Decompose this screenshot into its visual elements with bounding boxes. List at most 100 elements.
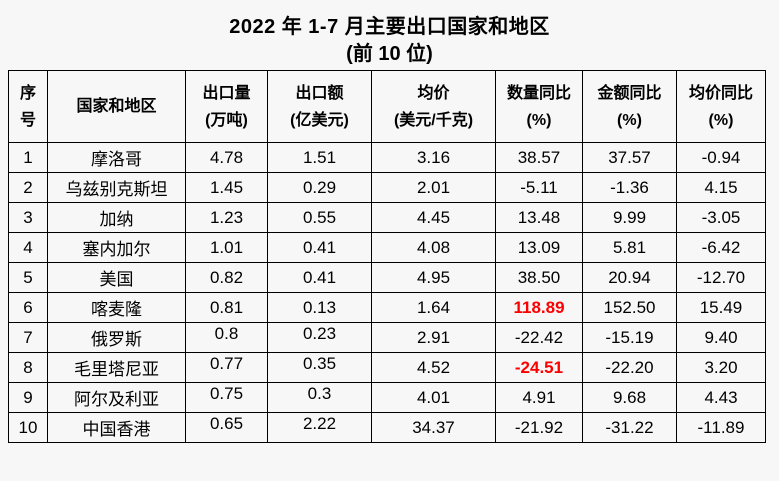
cell-export_qty: 0.82	[185, 262, 268, 293]
cell-country: 摩洛哥	[47, 142, 186, 173]
cell-rank: 5	[8, 262, 48, 293]
cell-price_yoy: 4.43	[676, 382, 766, 413]
cell-qty_yoy: -5.11	[495, 172, 583, 203]
cell-avg_price: 2.91	[371, 322, 496, 353]
cell-export_value: 0.41	[267, 262, 372, 293]
cell-export_qty: 1.01	[185, 232, 268, 263]
table-row: 9 阿尔及利亚 0.75 0.3 4.01 4.91 9.68 4.43	[8, 382, 766, 413]
cell-rank: 1	[8, 142, 48, 173]
column-header-line: (%)	[526, 111, 552, 129]
table-row: 6 喀麦隆 0.81 0.13 1.64 118.89 152.50 15.49	[8, 292, 766, 323]
cell-qty_yoy: 13.09	[495, 232, 583, 263]
cell-export_qty: 0.8	[185, 322, 268, 353]
column-header-line: 出口额	[295, 84, 344, 102]
cell-country: 加纳	[47, 202, 186, 233]
table-row: 5 美国 0.82 0.41 4.95 38.50 20.94 -12.70	[8, 262, 766, 293]
table-header-row: 序号国家和地区 出口量 (万吨) 出口额 (亿美元) 均价 (美元/千克) 数量同比 (%) 金额…	[8, 70, 766, 143]
cell-country: 美国	[47, 262, 186, 293]
column-header-line: (亿美元)	[290, 111, 349, 129]
column-header-line: (美元/千克)	[393, 111, 474, 129]
table-body: 1 摩洛哥 4.78 1.51 3.16 38.57 37.57 -0.94 2 乌兹别克斯坦 1.…	[8, 142, 766, 443]
cell-export_value: 0.29	[267, 172, 372, 203]
cell-value_yoy: -22.20	[582, 352, 677, 383]
cell-price_yoy: 4.15	[676, 172, 766, 203]
cell-rank: 6	[8, 292, 48, 323]
cell-country: 阿尔及利亚	[47, 382, 186, 413]
cell-country: 喀麦隆	[47, 292, 186, 323]
cell-country: 毛里塔尼亚	[47, 352, 186, 383]
cell-value_yoy: 37.57	[582, 142, 677, 173]
cell-rank: 2	[8, 172, 48, 203]
cell-price_yoy: -0.94	[676, 142, 766, 173]
column-header-qty_yoy: 数量同比 (%)	[495, 70, 583, 143]
column-header-line: (万吨)	[205, 111, 248, 129]
column-header-line: 均价同比	[688, 84, 753, 102]
cell-price_yoy: -6.42	[676, 232, 766, 263]
cell-avg_price: 4.01	[371, 382, 496, 413]
column-header-line: 出口量	[202, 84, 251, 102]
column-header-export_qty: 出口量 (万吨)	[185, 70, 268, 143]
cell-value_yoy: 20.94	[582, 262, 677, 293]
cell-rank: 9	[8, 382, 48, 413]
cell-value_yoy: 9.68	[582, 382, 677, 413]
cell-qty_yoy: 13.48	[495, 202, 583, 233]
cell-export_qty: 0.75	[185, 382, 268, 413]
cell-rank: 3	[8, 202, 48, 233]
cell-avg_price: 1.64	[371, 292, 496, 323]
table-row: 3 加纳 1.23 0.55 4.45 13.48 9.99 -3.05	[8, 202, 766, 233]
column-header-line: 金额同比	[597, 84, 662, 102]
cell-country: 乌兹别克斯坦	[47, 172, 186, 203]
column-header-line: (%)	[617, 111, 642, 129]
table-row: 8 毛里塔尼亚 0.77 0.35 4.52 -24.51 -22.20 3.20	[8, 352, 766, 383]
cell-export_value: 0.13	[267, 292, 372, 323]
table-row: 2 乌兹别克斯坦 1.45 0.29 2.01 -5.11 -1.36 4.15	[8, 172, 766, 203]
cell-qty_yoy: -21.92	[495, 412, 583, 443]
cell-export_qty: 0.77	[185, 352, 268, 383]
cell-export_value: 0.55	[267, 202, 372, 233]
cell-country: 俄罗斯	[47, 322, 186, 353]
cell-qty_yoy: 38.57	[495, 142, 583, 173]
cell-price_yoy: -3.05	[676, 202, 766, 233]
column-header-value_yoy: 金额同比 (%)	[582, 70, 677, 143]
cell-price_yoy: 9.40	[676, 322, 766, 353]
cell-export_value: 0.41	[267, 232, 372, 263]
cell-export_qty: 0.81	[185, 292, 268, 323]
cell-qty_yoy: 118.89	[495, 292, 583, 323]
cell-price_yoy: 15.49	[676, 292, 766, 323]
column-header-rank: 序号	[8, 70, 48, 143]
cell-export_qty: 1.23	[185, 202, 268, 233]
page-subtitle: (前 10 位)	[346, 43, 433, 65]
column-header-line: 数量同比	[506, 84, 571, 102]
cell-avg_price: 3.16	[371, 142, 496, 173]
cell-value_yoy: 5.81	[582, 232, 677, 263]
cell-avg_price: 4.08	[371, 232, 496, 263]
cell-value_yoy: 152.50	[582, 292, 677, 323]
cell-qty_yoy: -24.51	[495, 352, 583, 383]
column-header-line: 号	[19, 111, 36, 129]
cell-export_value: 1.51	[267, 142, 372, 173]
cell-export_qty: 0.65	[185, 412, 268, 443]
column-header-line: 均价	[417, 84, 450, 102]
column-header-country: 国家和地区	[47, 70, 186, 143]
cell-value_yoy: -31.22	[582, 412, 677, 443]
table-row: 10 中国香港 0.65 2.22 34.37 -21.92 -31.22 -11.89	[8, 412, 766, 443]
cell-avg_price: 4.45	[371, 202, 496, 233]
cell-rank: 8	[8, 352, 48, 383]
export-table: 序号国家和地区 出口量 (万吨) 出口额 (亿美元) 均价 (美元/千克) 数量同比 (%) 金额…	[8, 70, 766, 443]
cell-price_yoy: -11.89	[676, 412, 766, 443]
column-header-line: (%)	[708, 111, 734, 129]
column-header-avg_price: 均价 (美元/千克)	[371, 70, 496, 143]
cell-value_yoy: -15.19	[582, 322, 677, 353]
cell-export_qty: 4.78	[185, 142, 268, 173]
cell-rank: 7	[8, 322, 48, 353]
cell-avg_price: 4.95	[371, 262, 496, 293]
cell-qty_yoy: 4.91	[495, 382, 583, 413]
table-row: 7 俄罗斯 0.8 0.23 2.91 -22.42 -15.19 9.40	[8, 322, 766, 353]
cell-value_yoy: -1.36	[582, 172, 677, 203]
cell-export_qty: 1.45	[185, 172, 268, 203]
cell-qty_yoy: -22.42	[495, 322, 583, 353]
cell-export_value: 0.3	[267, 382, 372, 413]
cell-price_yoy: -12.70	[676, 262, 766, 293]
cell-value_yoy: 9.99	[582, 202, 677, 233]
cell-qty_yoy: 38.50	[495, 262, 583, 293]
